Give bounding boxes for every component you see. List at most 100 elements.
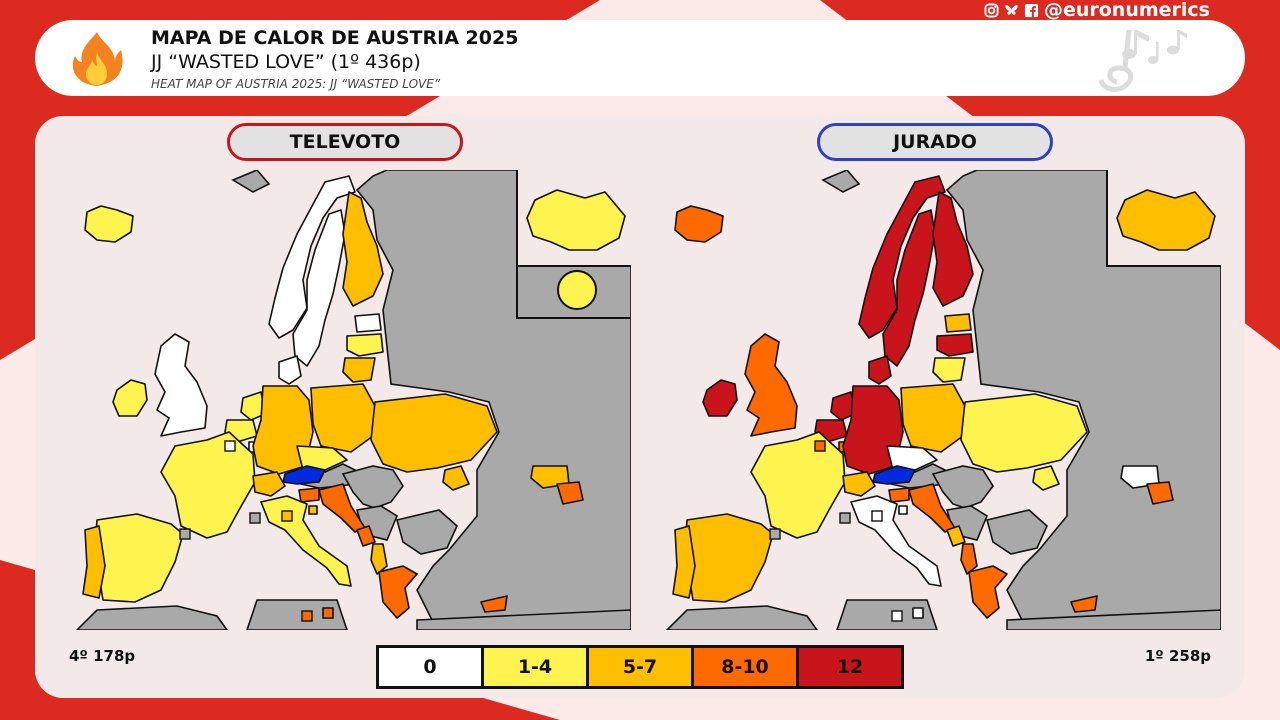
country-finland xyxy=(932,191,974,307)
country-ireland xyxy=(112,379,148,417)
country-latvia xyxy=(936,333,974,357)
country-georgia xyxy=(530,465,570,489)
country-united-kingdom xyxy=(744,333,798,437)
televote-map-svg xyxy=(75,170,631,630)
music-notes-icon xyxy=(1098,29,1187,92)
country-austria-host xyxy=(282,465,327,485)
country-greece xyxy=(378,565,418,619)
country-ireland xyxy=(702,379,738,417)
non-voting-region xyxy=(75,605,228,630)
non-voting-region xyxy=(416,609,631,630)
non-voting-region xyxy=(231,170,271,193)
country-lithuania xyxy=(932,357,966,383)
country-czechia xyxy=(886,445,938,471)
microstate-marker-monaco xyxy=(249,512,261,524)
microstate-marker-luxembourg-dot xyxy=(814,440,826,452)
legend-cell-5-7: 5-7 xyxy=(586,648,691,686)
social-handle[interactable]: @euronumerics xyxy=(984,0,1210,21)
country-malta xyxy=(322,607,334,619)
country-ukraine xyxy=(370,393,498,473)
country-austria-host xyxy=(872,465,917,485)
country-finland xyxy=(342,191,384,307)
country-spain xyxy=(94,513,184,603)
non-voting-region xyxy=(836,599,938,630)
televote-header: TELEVOTO xyxy=(227,123,463,161)
country-moldova xyxy=(1032,465,1060,491)
televote-label: TELEVOTO xyxy=(289,131,401,153)
country-san-marino xyxy=(898,505,908,515)
microstate-marker-andorra xyxy=(769,528,781,540)
country-san-marino xyxy=(308,505,318,515)
non-voting-region xyxy=(821,170,861,193)
country-malta xyxy=(912,607,924,619)
legend-cell-1-4: 1-4 xyxy=(481,648,586,686)
non-voting-region xyxy=(945,170,1221,630)
microstate-marker-san-marino-dot xyxy=(281,510,293,522)
country-denmark xyxy=(278,355,302,385)
televote-result: 4º 178p xyxy=(69,647,136,665)
non-voting-region xyxy=(665,605,818,630)
non-voting-region xyxy=(246,599,348,630)
country-montenegro xyxy=(356,525,376,547)
non-voting-region xyxy=(396,509,458,555)
country-spain xyxy=(684,513,774,603)
country-latvia xyxy=(346,333,384,357)
country-cyprus xyxy=(480,595,508,613)
jury-result: 1º 258p xyxy=(1144,647,1211,665)
country-albania xyxy=(370,543,388,575)
microstate-marker-malta-dot xyxy=(301,610,313,622)
song-subtitle: JJ “WASTED LOVE” (1º 436p) xyxy=(151,51,421,73)
world-inset-border xyxy=(516,266,631,319)
points-legend: 0 1-4 5-7 8-10 12 xyxy=(376,645,904,689)
microstate-marker-monaco xyxy=(839,512,851,524)
facebook-icon xyxy=(1024,3,1039,17)
country-armenia xyxy=(1146,481,1174,505)
header-card: MAPA DE CALOR DE AUSTRIA 2025 JJ “WASTED… xyxy=(35,20,1245,96)
country-iceland xyxy=(84,205,134,243)
jury-map xyxy=(647,170,1221,630)
non-voting-region xyxy=(931,465,994,509)
country-netherlands xyxy=(240,391,266,421)
country-estonia xyxy=(354,313,382,333)
country-poland xyxy=(900,383,966,453)
country-armenia xyxy=(556,481,584,505)
country-iceland xyxy=(674,205,724,243)
english-title: HEAT MAP OF AUSTRIA 2025: JJ “WASTED LOV… xyxy=(151,77,441,91)
microstate-marker-malta-dot xyxy=(891,610,903,622)
microstate-marker-luxembourg-dot xyxy=(224,440,236,452)
microstate-marker-san-marino-dot xyxy=(871,510,883,522)
non-voting-region xyxy=(341,465,404,509)
instagram-icon xyxy=(984,2,999,18)
handle-text: @euronumerics xyxy=(1043,0,1210,21)
main-card: TELEVOTO JURADO 4º 178p 1º 258p 0 1-4 5-… xyxy=(35,116,1245,698)
country-montenegro xyxy=(946,525,966,547)
country-slovenia xyxy=(298,487,320,503)
page-title: MAPA DE CALOR DE AUSTRIA 2025 xyxy=(151,27,519,49)
country-france xyxy=(750,431,846,539)
microstate-marker-andorra xyxy=(179,528,191,540)
jury-label: JURADO xyxy=(893,131,977,153)
country-netherlands xyxy=(830,391,856,421)
bluesky-icon xyxy=(1005,4,1018,15)
country-switzerland xyxy=(252,471,286,497)
country-poland xyxy=(310,383,376,453)
non-voting-region xyxy=(986,509,1048,555)
country-united-kingdom xyxy=(154,333,208,437)
country-australia xyxy=(1116,189,1216,251)
country-ukraine xyxy=(960,393,1088,473)
country-greece xyxy=(968,565,1008,619)
country-estonia xyxy=(944,313,972,333)
country-slovenia xyxy=(888,487,910,503)
country-switzerland xyxy=(842,471,876,497)
country-australia xyxy=(526,189,626,251)
non-voting-region xyxy=(1006,609,1221,630)
country-georgia xyxy=(1120,465,1160,489)
rest-of-world-circle xyxy=(557,270,597,310)
legend-cell-8-10: 8-10 xyxy=(691,648,796,686)
country-albania xyxy=(960,543,978,575)
legend-cell-0: 0 xyxy=(379,648,481,686)
country-cyprus xyxy=(1070,595,1098,613)
inset-border xyxy=(1106,170,1221,267)
jury-map-svg xyxy=(665,170,1221,630)
country-czechia xyxy=(296,445,348,471)
